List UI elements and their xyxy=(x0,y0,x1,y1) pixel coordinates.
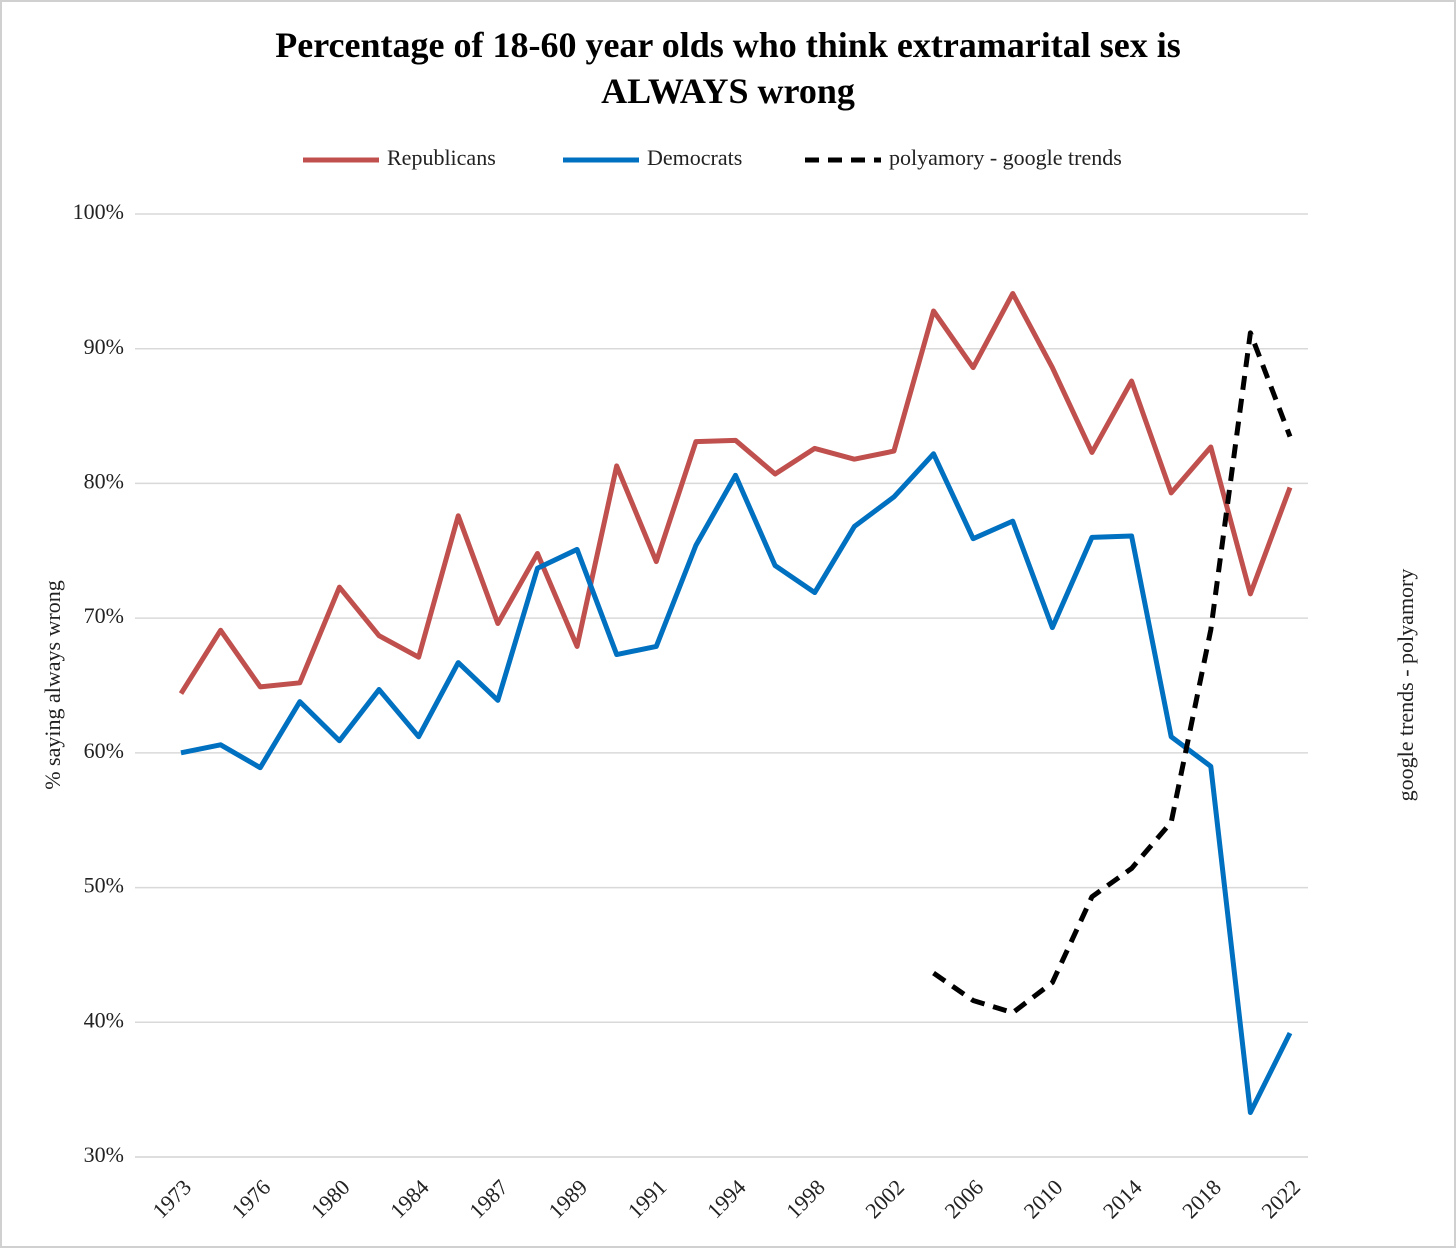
legend-label: Democrats xyxy=(647,145,742,170)
y-tick-label: 30% xyxy=(84,1142,124,1167)
y-tick-label: 70% xyxy=(84,603,124,628)
y-tick-label: 80% xyxy=(84,468,124,493)
chart-title: Percentage of 18-60 year olds who think … xyxy=(275,25,1181,111)
series-line xyxy=(180,451,1293,1116)
y-axis-title: % saying always wrong xyxy=(40,580,65,790)
y2-axis-title: google trends - polyamory xyxy=(1393,569,1418,802)
legend-label: Republicans xyxy=(387,145,496,170)
series-line xyxy=(178,290,1293,695)
series-line xyxy=(932,330,1293,1016)
y-tick-label: 90% xyxy=(84,334,124,359)
y-tick-label: 50% xyxy=(84,873,124,898)
y-tick-label: 100% xyxy=(73,199,124,224)
y-tick-label: 60% xyxy=(84,738,124,763)
legend-label: polyamory - google trends xyxy=(889,145,1122,170)
y-tick-label: 40% xyxy=(84,1007,124,1032)
